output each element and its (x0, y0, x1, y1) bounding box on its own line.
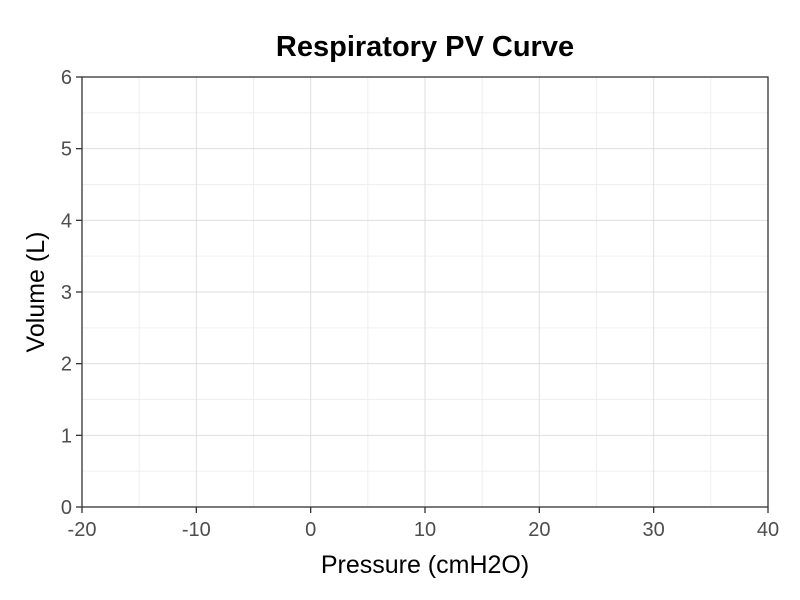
x-tick-label: 0 (305, 519, 316, 541)
chart-title: Respiratory PV Curve (276, 31, 574, 63)
x-axis-ticks: -20 -10 0 10 20 30 40 (68, 507, 779, 541)
y-tick-label: 4 (61, 210, 72, 232)
x-tick-label: -10 (182, 519, 211, 541)
y-tick-label: 2 (61, 354, 72, 376)
x-tick-label: 20 (528, 519, 550, 541)
y-axis-label: Volume (L) (22, 232, 50, 353)
major-gridlines (81, 76, 769, 508)
x-tick-label: 30 (643, 519, 665, 541)
y-tick-label: 0 (61, 497, 72, 519)
x-tick-label: 40 (757, 519, 779, 541)
y-axis-ticks: 0 1 2 3 4 5 6 (61, 67, 82, 519)
x-tick-label: -20 (68, 519, 97, 541)
x-tick-label: 10 (414, 519, 436, 541)
y-tick-label: 1 (61, 425, 72, 447)
y-tick-label: 3 (61, 282, 72, 304)
y-tick-label: 6 (61, 67, 72, 89)
y-tick-label: 5 (61, 139, 72, 161)
x-axis-label: Pressure (cmH2O) (321, 551, 529, 579)
